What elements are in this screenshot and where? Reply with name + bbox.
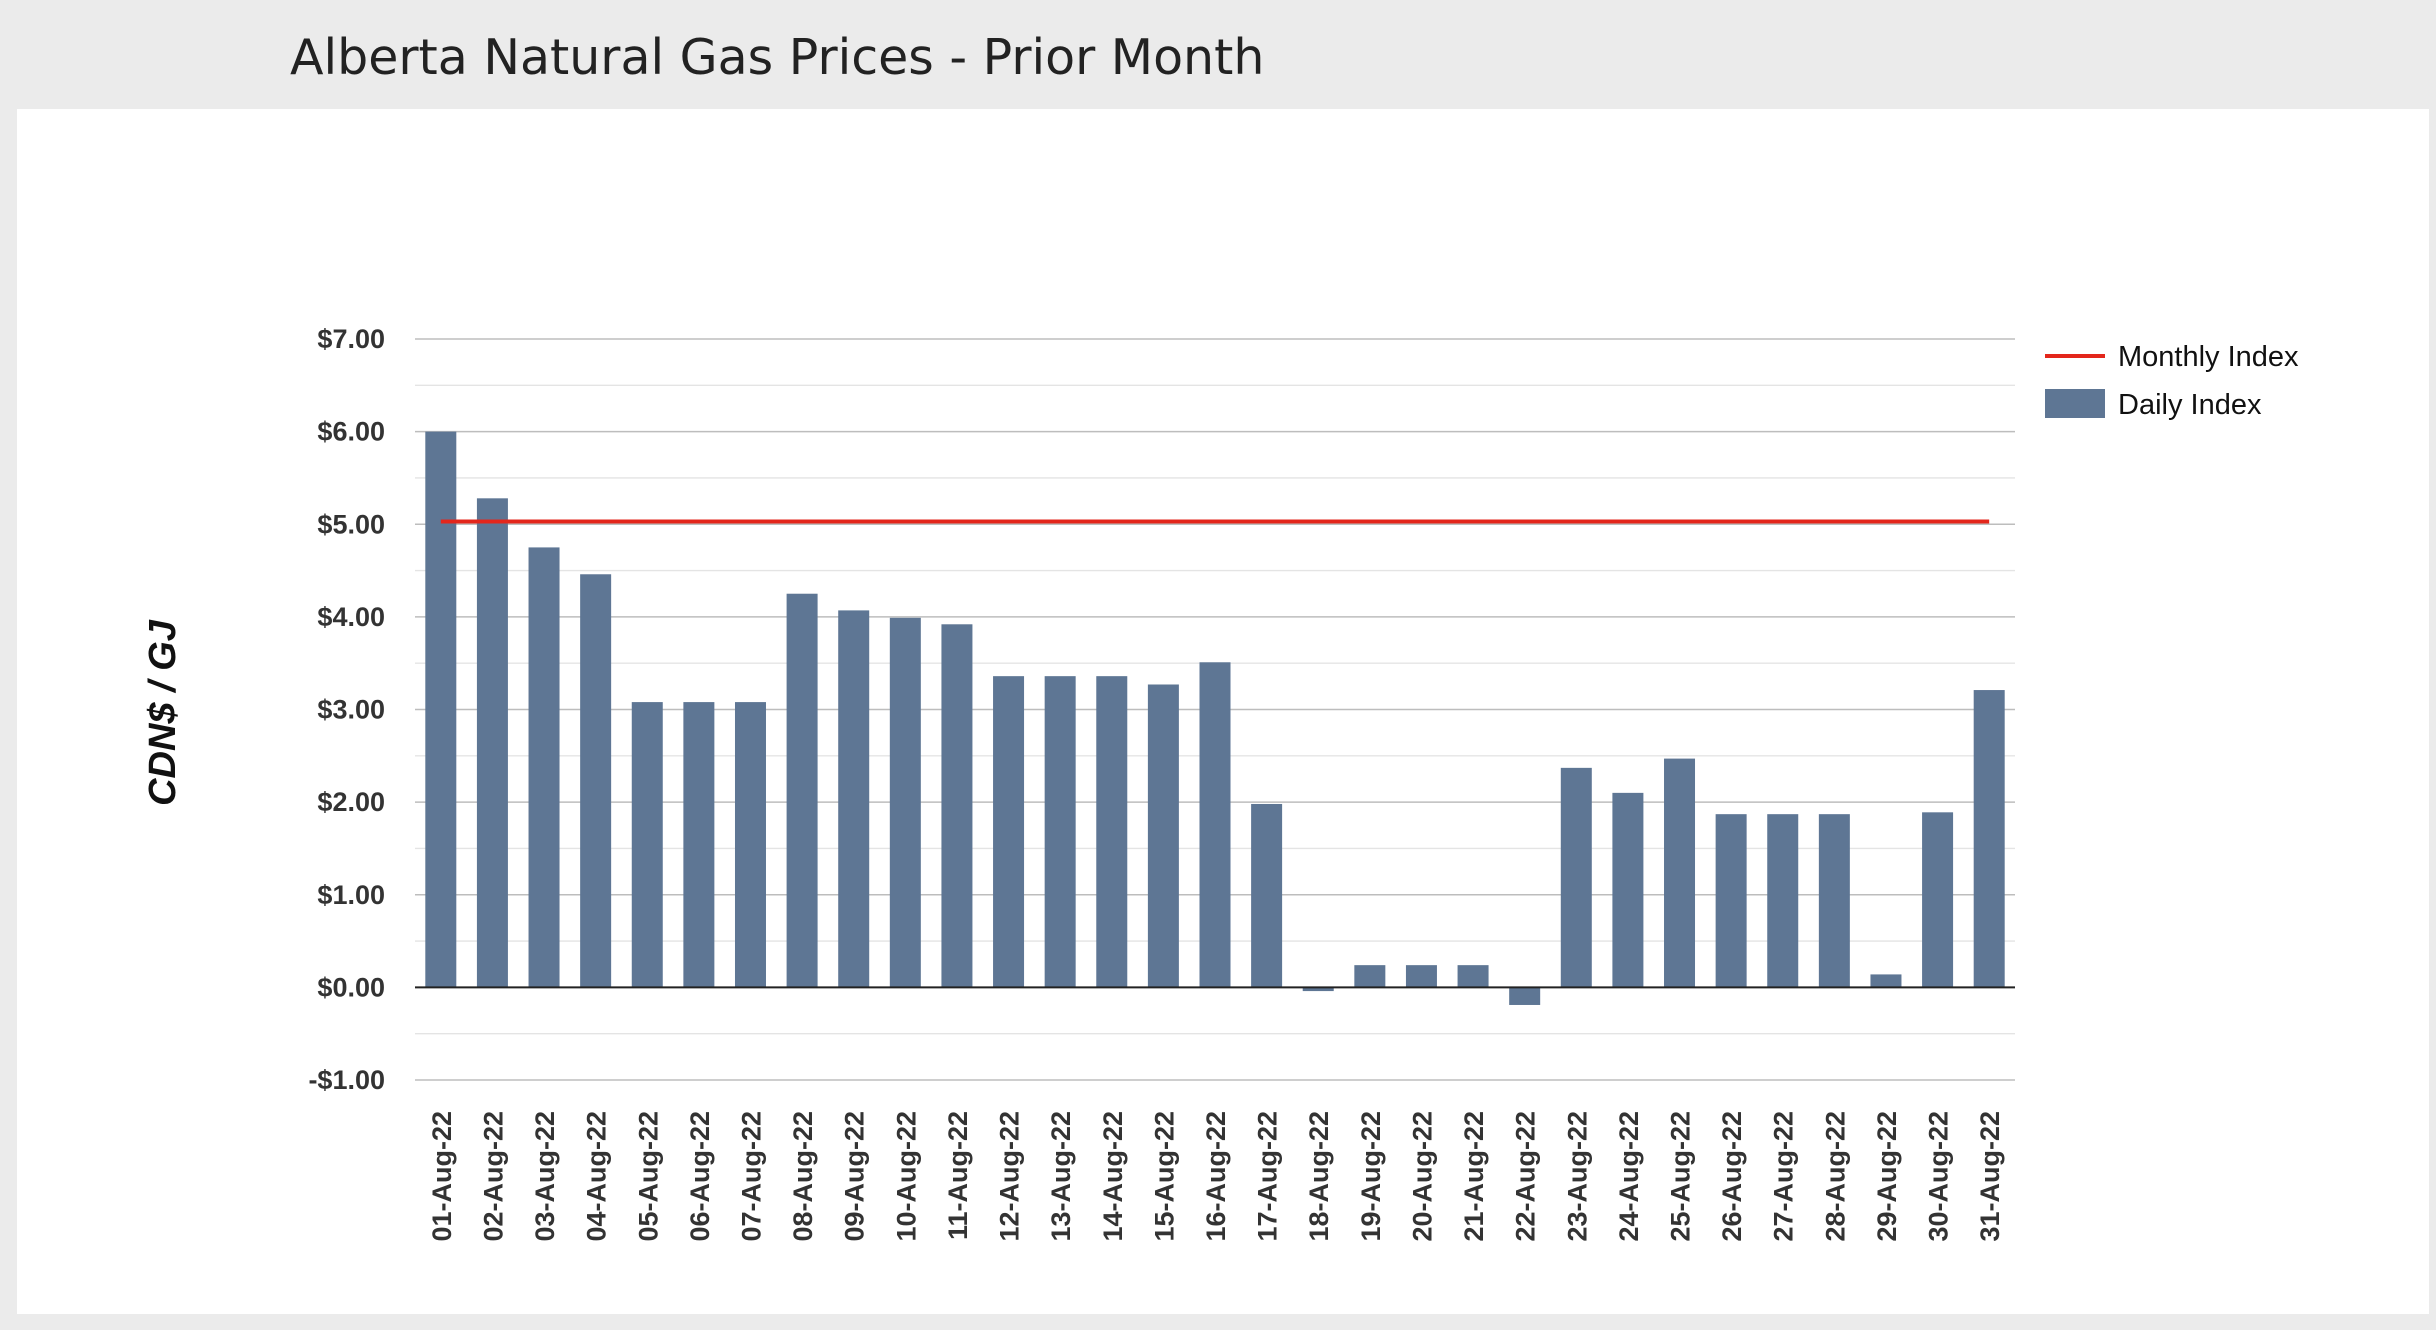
x-tick-label: 04-Aug-22	[582, 1111, 612, 1242]
y-tick-label: $2.00	[317, 787, 385, 817]
bar-08-Aug-22	[786, 593, 818, 988]
x-tick-label: 28-Aug-22	[1820, 1111, 1850, 1242]
x-tick-label: 29-Aug-22	[1872, 1111, 1902, 1242]
bar-28-Aug-22	[1818, 814, 1850, 988]
bar-15-Aug-22	[1147, 684, 1179, 988]
bar-04-Aug-22	[580, 574, 612, 988]
x-tick-label: 19-Aug-22	[1356, 1111, 1386, 1242]
x-tick-label: 15-Aug-22	[1149, 1111, 1179, 1242]
x-tick-label: 06-Aug-22	[685, 1111, 715, 1242]
x-tick-label: 21-Aug-22	[1459, 1111, 1489, 1242]
x-tick-label: 17-Aug-22	[1253, 1111, 1283, 1242]
x-tick-label: 16-Aug-22	[1201, 1111, 1231, 1242]
x-tick-label: 03-Aug-22	[530, 1111, 560, 1242]
bar-18-Aug-22	[1302, 987, 1334, 992]
x-tick-label: 12-Aug-22	[995, 1111, 1025, 1242]
x-tick-label: 10-Aug-22	[891, 1111, 921, 1242]
bar-03-Aug-22	[528, 547, 560, 988]
x-tick-label: 14-Aug-22	[1098, 1111, 1128, 1242]
y-tick-label: -$1.00	[308, 1065, 385, 1095]
chart-panel: $7.00 $6.00 $5.00 $4.00 $3.00 $2.00 $1.00 $0.00…	[17, 109, 2429, 1314]
legend-label-daily-index: Daily Index	[2118, 389, 2262, 421]
x-tick-label: 05-Aug-22	[633, 1111, 663, 1242]
bar-26-Aug-22	[1715, 814, 1747, 988]
bar-24-Aug-22	[1612, 792, 1644, 988]
x-tick-label: 25-Aug-22	[1666, 1111, 1696, 1242]
x-tick-label: 02-Aug-22	[478, 1111, 508, 1242]
bar-21-Aug-22	[1457, 965, 1489, 988]
bar-17-Aug-22	[1251, 803, 1283, 988]
bar-27-Aug-22	[1767, 814, 1799, 988]
page-title: Alberta Natural Gas Prices - Prior Month	[290, 29, 1265, 86]
x-axis-tick-labels: 01-Aug-22 02-Aug-22 03-Aug-22 04-Aug-22 05-A…	[427, 1111, 2005, 1242]
x-tick-label: 11-Aug-22	[943, 1111, 973, 1240]
bar-02-Aug-22	[476, 498, 508, 988]
x-tick-label: 24-Aug-22	[1614, 1111, 1644, 1242]
bar-11-Aug-22	[941, 624, 973, 988]
x-tick-label: 07-Aug-22	[736, 1111, 766, 1242]
daily-index-bars	[425, 431, 2005, 1005]
x-tick-label: 13-Aug-22	[1046, 1111, 1076, 1242]
bar-10-Aug-22	[889, 617, 921, 988]
bar-20-Aug-22	[1405, 965, 1437, 988]
y-tick-label: $6.00	[317, 417, 385, 447]
x-tick-label: 09-Aug-22	[840, 1111, 870, 1242]
x-tick-label: 18-Aug-22	[1304, 1111, 1334, 1242]
bar-25-Aug-22	[1664, 758, 1696, 988]
x-tick-label: 20-Aug-22	[1407, 1111, 1437, 1242]
legend-swatch-daily-index	[2045, 389, 2105, 418]
x-tick-label: 31-Aug-22	[1975, 1111, 2005, 1242]
y-tick-label: $7.00	[317, 324, 385, 354]
legend: Monthly Index Daily Index	[2045, 341, 2299, 421]
bar-30-Aug-22	[1922, 812, 1954, 988]
y-tick-label: $3.00	[317, 695, 385, 725]
legend-label-monthly-index: Monthly Index	[2118, 341, 2299, 373]
bar-13-Aug-22	[1044, 676, 1076, 988]
x-tick-label: 30-Aug-22	[1924, 1111, 1954, 1242]
bar-chart: $7.00 $6.00 $5.00 $4.00 $3.00 $2.00 $1.00 $0.00…	[142, 324, 2299, 1242]
x-tick-label: 22-Aug-22	[1511, 1111, 1541, 1242]
x-tick-label: 27-Aug-22	[1769, 1111, 1799, 1242]
bar-31-Aug-22	[1973, 690, 2005, 988]
bar-06-Aug-22	[683, 702, 715, 988]
bar-12-Aug-22	[993, 676, 1025, 988]
x-tick-label: 01-Aug-22	[427, 1111, 457, 1242]
bar-23-Aug-22	[1560, 767, 1592, 988]
bar-01-Aug-22	[425, 431, 457, 988]
bar-05-Aug-22	[631, 702, 663, 988]
bar-09-Aug-22	[838, 610, 870, 988]
x-tick-label: 26-Aug-22	[1717, 1111, 1747, 1242]
y-tick-label: $4.00	[317, 602, 385, 632]
bar-22-Aug-22	[1509, 987, 1541, 1005]
x-tick-label: 08-Aug-22	[788, 1111, 818, 1242]
x-tick-label: 23-Aug-22	[1562, 1111, 1592, 1242]
y-tick-label: $1.00	[317, 880, 385, 910]
bar-14-Aug-22	[1096, 676, 1128, 988]
y-tick-label: $0.00	[317, 972, 385, 1002]
y-axis-tick-labels: $7.00 $6.00 $5.00 $4.00 $3.00 $2.00 $1.00 $0.00…	[308, 324, 385, 1095]
y-axis-title: CDN$ / GJ	[142, 619, 184, 806]
bar-19-Aug-22	[1354, 965, 1386, 988]
y-tick-label: $5.00	[317, 509, 385, 539]
bar-16-Aug-22	[1199, 662, 1231, 988]
bar-29-Aug-22	[1870, 974, 1902, 988]
bar-07-Aug-22	[734, 702, 766, 988]
